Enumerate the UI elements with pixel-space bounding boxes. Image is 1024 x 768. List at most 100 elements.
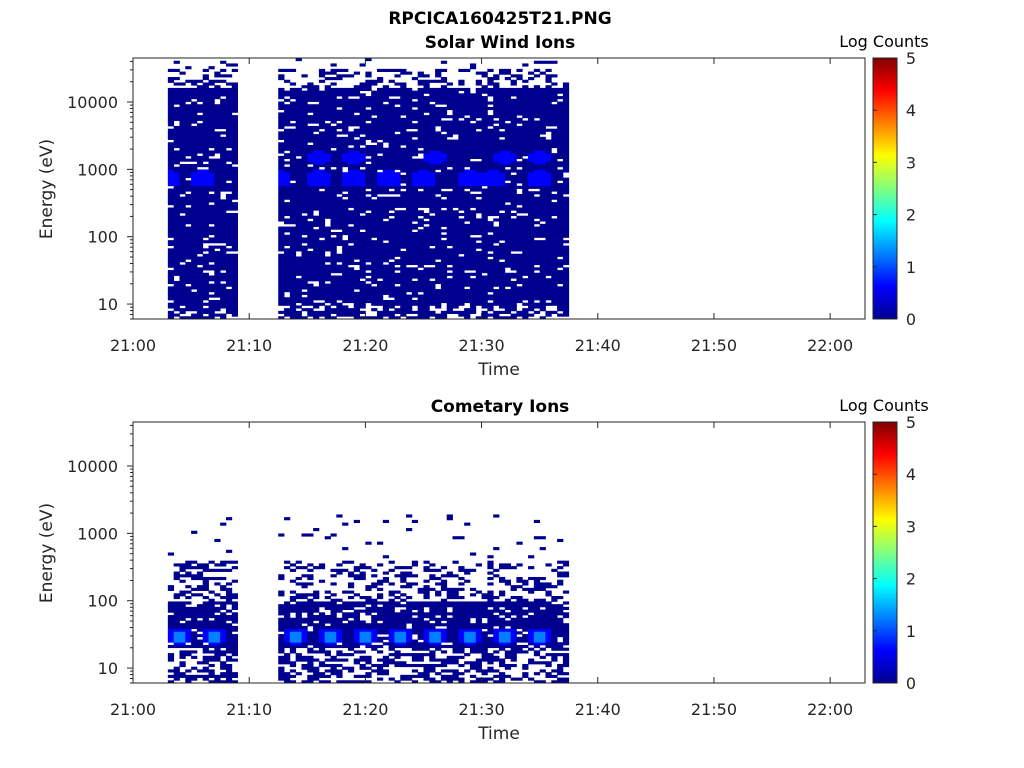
heatmap-cell: [452, 291, 459, 295]
heatmap-cell: [557, 196, 564, 200]
heatmap-cell: [487, 161, 494, 165]
heatmap-cell: [452, 221, 459, 225]
heatmap-cell: [423, 267, 430, 271]
heatmap-cell: [289, 264, 297, 268]
heatmap-cell: [313, 302, 320, 306]
heatmap-cell: [411, 139, 419, 143]
heatmap-cell: [493, 278, 500, 282]
heatmap-cell: [400, 237, 407, 241]
heatmap-cell: [394, 150, 401, 154]
heatmap-cell: [533, 115, 541, 119]
heatmap-cell: [196, 275, 204, 279]
heatmap-cell: [289, 139, 297, 143]
heatmap-cell: [417, 185, 424, 189]
heatmap-cell: [493, 245, 500, 249]
heatmap-cell: [225, 232, 233, 236]
heatmap-cell: [231, 158, 238, 162]
heatmap-cell: [220, 223, 227, 227]
heatmap-cell: [464, 253, 471, 257]
heatmap-cell: [446, 302, 453, 306]
heatmap-cell: [481, 183, 488, 187]
heatmap-cell: [493, 85, 500, 89]
heatmap-cell: [423, 253, 430, 257]
heatmap-cell: [388, 234, 395, 238]
heatmap-cell: [318, 115, 326, 119]
heatmap-cell: [202, 294, 209, 298]
heatmap-cell: [539, 96, 546, 100]
heatmap-cell: [301, 232, 308, 236]
heatmap-cell: [562, 112, 570, 116]
heatmap-cell: [284, 196, 291, 200]
heatmap-cell: [289, 172, 297, 176]
heatmap-cell: [400, 136, 407, 140]
heatmap-cell: [185, 240, 192, 244]
heatmap-cell: [231, 177, 238, 181]
heatmap-cell: [202, 212, 209, 217]
heatmap-cell: [446, 115, 453, 119]
heatmap-cell: [301, 291, 308, 295]
heatmap-cell: [347, 109, 355, 113]
heatmap-cell: [388, 218, 395, 222]
heatmap-cell: [481, 142, 488, 146]
heatmap-cell: [347, 229, 355, 233]
heatmap-cell: [167, 193, 175, 198]
heatmap-cell: [377, 115, 384, 119]
heatmap-cell: [423, 169, 430, 173]
heatmap-cell: [284, 139, 291, 143]
heatmap-cell: [208, 128, 215, 132]
heatmap-cell: [342, 294, 349, 298]
heatmap-cell: [231, 106, 238, 111]
heatmap-cell: [388, 294, 395, 298]
heatmap-cell: [179, 117, 186, 121]
heatmap-cell: [481, 270, 488, 274]
heatmap-cell: [528, 272, 535, 276]
heatmap-cell: [185, 267, 192, 271]
heatmap-cell: [289, 117, 297, 121]
heatmap-cell: [545, 256, 552, 260]
heatmap-cell: [435, 210, 442, 214]
heatmap-cell: [225, 90, 233, 94]
heatmap-cell: [522, 123, 529, 127]
heatmap-cell: [371, 158, 378, 162]
heatmap-cell: [423, 139, 430, 143]
heatmap-cell: [318, 245, 326, 249]
heatmap-cell: [347, 106, 355, 111]
heatmap-cell: [202, 199, 209, 203]
heatmap-cell: [423, 125, 430, 130]
heatmap-cell: [469, 267, 477, 271]
heatmap-cell: [516, 131, 523, 135]
heatmap-cell: [313, 117, 320, 121]
heatmap-cell: [202, 87, 209, 92]
heatmap-cell: [499, 232, 506, 236]
heatmap-cell: [225, 131, 233, 135]
heatmap-cell: [179, 93, 186, 97]
heatmap-cell: [557, 259, 564, 263]
heatmap-cell: [394, 294, 401, 298]
heatmap-cell: [278, 270, 285, 274]
heatmap-cell: [278, 134, 285, 138]
heatmap-cell: [313, 275, 320, 279]
heatmap-cell: [435, 280, 442, 285]
heatmap-cell: [167, 259, 175, 263]
heatmap-cell: [196, 142, 204, 146]
heatmap-cell: [173, 180, 180, 184]
heatmap-cell: [301, 142, 308, 146]
heatmap-cell: [481, 115, 488, 119]
heatmap-cell: [499, 117, 506, 121]
heatmap-cell: [225, 299, 233, 304]
heatmap-cell: [394, 280, 401, 285]
heatmap-cell: [353, 147, 360, 151]
heatmap-cell: [202, 310, 209, 314]
heatmap-cell: [469, 117, 477, 121]
heatmap-cell: [522, 145, 529, 149]
heatmap-cell: [452, 191, 459, 195]
heatmap-cell: [289, 131, 297, 135]
heatmap-cell: [458, 183, 465, 187]
heatmap-cell: [400, 166, 407, 170]
heatmap-cell: [225, 117, 233, 121]
heatmap-cell: [191, 245, 198, 249]
heatmap-cell: [359, 180, 366, 184]
heatmap-cell: [411, 153, 419, 157]
heatmap-cell: [551, 204, 558, 208]
heatmap-cell: [504, 272, 512, 276]
